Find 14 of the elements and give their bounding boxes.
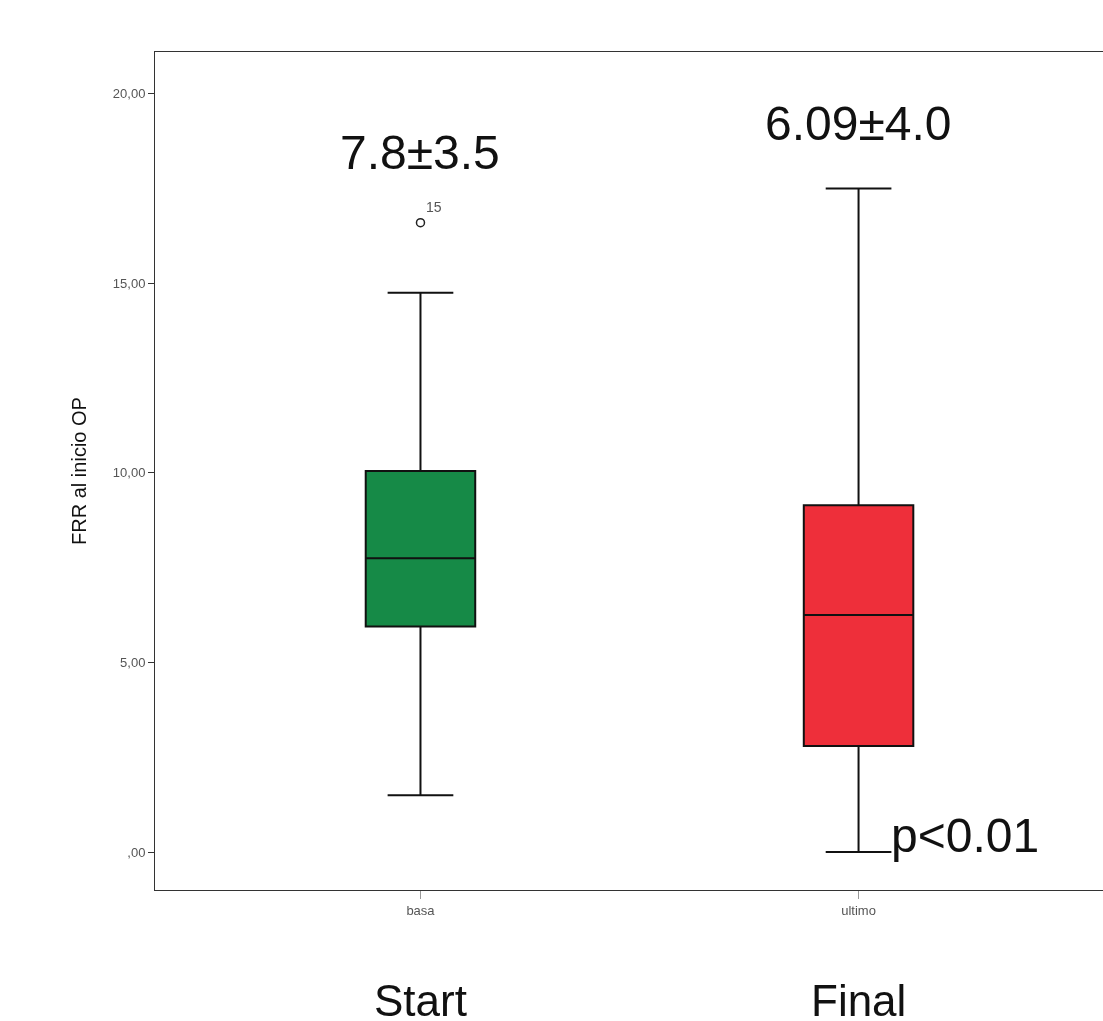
y-tick-label: 10,00: [112, 465, 146, 481]
annotation: 15: [426, 199, 442, 215]
text: Final: [811, 976, 907, 1021]
y-tick-label: 20,00: [112, 86, 146, 102]
x-tick-label: basa: [406, 902, 436, 918]
y-tick-label: 5,00: [120, 655, 146, 671]
annotation: p<0.01: [891, 809, 1040, 862]
y-tick-label: ,00: [127, 844, 146, 860]
y-tick-label: 15,00: [112, 275, 146, 291]
y-axis-title: FRR al inicio OP: [68, 397, 91, 545]
annotation: 7.8±3.5: [340, 126, 500, 179]
x-tick-label: ultimo: [841, 902, 876, 918]
text: Start: [374, 976, 467, 1021]
annotation: 6.09±4.0: [765, 97, 952, 150]
